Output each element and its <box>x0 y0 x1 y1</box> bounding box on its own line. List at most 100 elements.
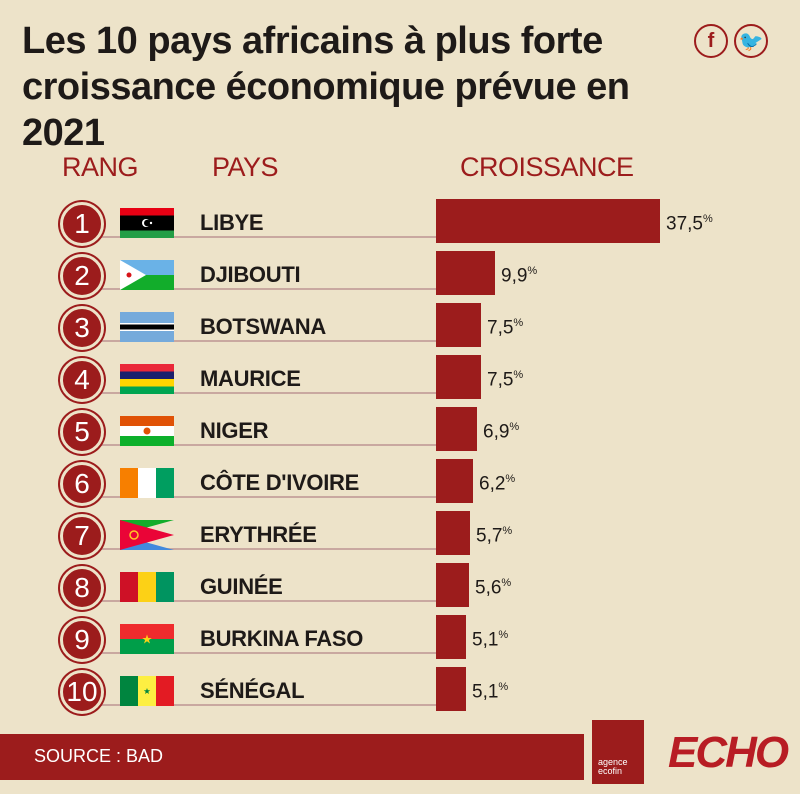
rank-badge: 5 <box>60 410 104 454</box>
growth-value: 6,2% <box>479 473 515 495</box>
growth-value-number: 5,6 <box>475 577 502 599</box>
table-row: 6 CÔTE D'IVOIRE 6,2% <box>0 459 800 511</box>
row-rule <box>96 600 436 602</box>
country-flag-icon <box>120 624 174 654</box>
row-rule <box>96 236 436 238</box>
growth-value-number: 6,2 <box>479 473 506 495</box>
row-rule <box>96 652 436 654</box>
country-flag-icon <box>120 416 174 446</box>
country-flag-icon <box>120 260 174 290</box>
growth-bar <box>436 303 481 347</box>
table-row: 1 LIBYE 37,5% <box>0 199 800 251</box>
country-label: MAURICE <box>200 366 301 391</box>
growth-value-unit: % <box>527 265 538 277</box>
table-row: 7 ERYTHRÉE 5,7% <box>0 511 800 563</box>
growth-bar <box>436 511 470 555</box>
twitter-icon[interactable]: 🐦 <box>734 24 768 58</box>
table-row: 9 BURKINA FASO 5,1% <box>0 615 800 667</box>
rank-badge: 8 <box>60 566 104 610</box>
growth-value: 5,6% <box>475 577 511 599</box>
country-label: BURKINA FASO <box>200 626 364 651</box>
table-row: 4 MAURICE 7,5% <box>0 355 800 407</box>
growth-value-number: 7,5 <box>487 317 514 339</box>
growth-value-unit: % <box>501 577 512 589</box>
country-label: NIGER <box>200 418 269 443</box>
growth-value: 7,5% <box>487 369 523 391</box>
growth-bar <box>436 251 495 295</box>
growth-bar <box>436 667 466 711</box>
country-flag-icon <box>120 520 174 550</box>
growth-value-number: 5,1 <box>472 629 499 651</box>
growth-value-unit: % <box>505 473 516 485</box>
country-label: ERYTHRÉE <box>200 522 317 547</box>
rank-badge: 10 <box>60 670 104 714</box>
growth-bar <box>436 459 473 503</box>
growth-value-unit: % <box>513 317 524 329</box>
source-label: SOURCE : BAD <box>34 746 164 766</box>
growth-value-unit: % <box>702 213 713 225</box>
growth-value: 6,9% <box>483 421 519 443</box>
growth-bar <box>436 199 660 243</box>
facebook-icon[interactable]: f <box>694 24 728 58</box>
row-rule <box>96 288 436 290</box>
table-row: 8 GUINÉE 5,6% <box>0 563 800 615</box>
country-flag-icon <box>120 208 174 238</box>
row-rule <box>96 548 436 550</box>
country-label: DJIBOUTI <box>200 262 301 287</box>
growth-bar <box>436 407 477 451</box>
growth-value-unit: % <box>498 629 509 641</box>
growth-value-number: 9,9 <box>501 265 528 287</box>
growth-value: 5,7% <box>476 525 512 547</box>
growth-value-unit: % <box>502 525 513 537</box>
country-flag-icon <box>120 676 174 706</box>
growth-bar <box>436 563 469 607</box>
growth-value: 5,1% <box>472 629 508 651</box>
country-label: BOTSWANA <box>200 314 326 339</box>
rank-badge: 3 <box>60 306 104 350</box>
country-flag-icon <box>120 312 174 342</box>
rank-badge: 2 <box>60 254 104 298</box>
row-rule <box>96 444 436 446</box>
rank-badge: 4 <box>60 358 104 402</box>
rank-badge: 9 <box>60 618 104 662</box>
chart-title: Les 10 pays africains à plus forte crois… <box>22 20 630 154</box>
growth-value-number: 5,7 <box>476 525 503 547</box>
row-rule <box>96 340 436 342</box>
rank-badge: 6 <box>60 462 104 506</box>
growth-value: 5,1% <box>472 681 508 703</box>
table-row: 5 NIGER 6,9% <box>0 407 800 459</box>
social-links: f 🐦 <box>694 24 768 58</box>
country-label: CÔTE D'IVOIRE <box>200 470 360 495</box>
country-flag-icon <box>120 572 174 602</box>
rank-badge: 1 <box>60 202 104 246</box>
growth-value-number: 7,5 <box>487 369 514 391</box>
growth-value-unit: % <box>498 681 509 693</box>
growth-bar <box>436 355 481 399</box>
growth-value-number: 5,1 <box>472 681 499 703</box>
ecofin-logo: agence ecofin <box>592 720 644 784</box>
header-rank: RANG <box>62 152 139 182</box>
growth-value: 9,9% <box>501 265 537 287</box>
growth-value: 37,5% <box>666 213 713 235</box>
country-flag-icon <box>120 468 174 498</box>
table-row: 10 SÉNÉGAL 5,1% <box>0 667 800 719</box>
growth-value-unit: % <box>509 421 520 433</box>
growth-value-number: 37,5 <box>666 213 703 235</box>
echo-logo: ECHO <box>668 728 789 777</box>
table-row: 3 BOTSWANA 7,5% <box>0 303 800 355</box>
country-label: SÉNÉGAL <box>200 678 305 703</box>
growth-bar <box>436 615 466 659</box>
growth-value-unit: % <box>513 369 524 381</box>
header-growth: CROISSANCE <box>460 152 634 182</box>
rank-badge: 7 <box>60 514 104 558</box>
table-row: 2 DJIBOUTI 9,9% <box>0 251 800 303</box>
row-rule <box>96 392 436 394</box>
row-rule <box>96 704 436 706</box>
footer-bar <box>0 734 584 780</box>
row-rule <box>96 496 436 498</box>
country-flag-icon <box>120 364 174 394</box>
country-label: LIBYE <box>200 210 264 235</box>
growth-value-number: 6,9 <box>483 421 510 443</box>
header-country: PAYS <box>212 152 279 182</box>
growth-value: 7,5% <box>487 317 523 339</box>
